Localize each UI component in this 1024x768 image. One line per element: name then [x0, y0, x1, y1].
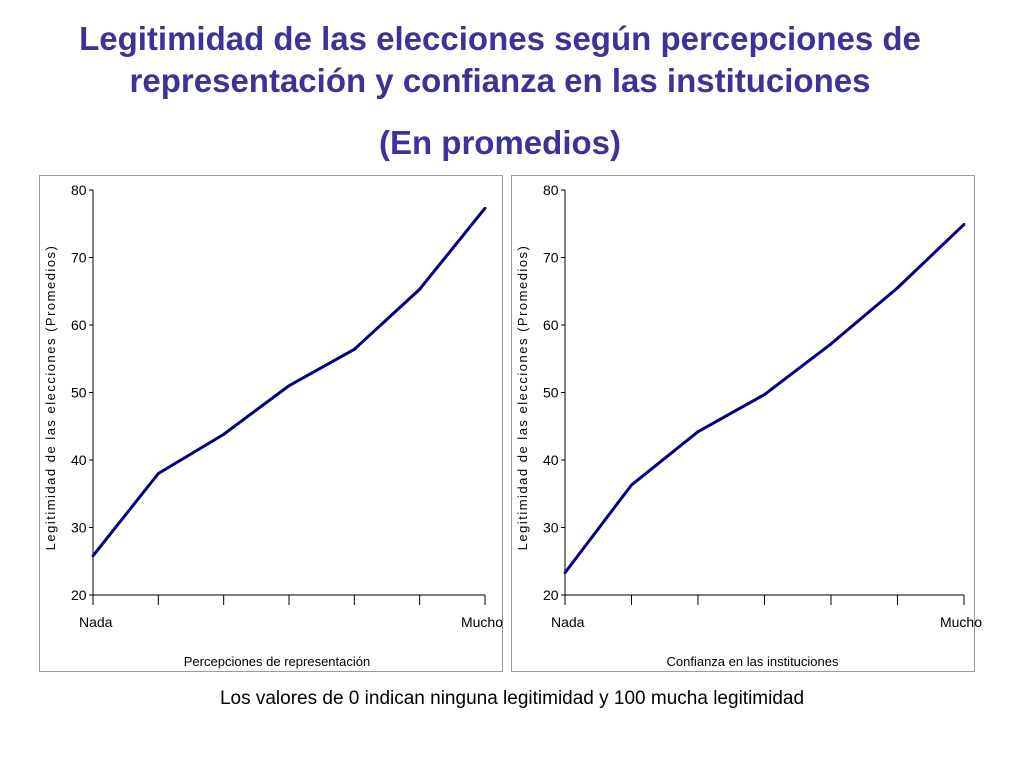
data-point — [91, 554, 95, 558]
data-point — [829, 342, 833, 346]
data-point — [962, 223, 966, 226]
x-tick-label: Mucho — [940, 614, 982, 630]
y-tick-label: 20 — [71, 587, 87, 603]
x-tick-label: Mucho — [461, 614, 503, 630]
x-axis-title: Percepciones de representación — [184, 654, 370, 669]
series-line-0 — [91, 207, 487, 557]
chart-panel-representacion: 20 30 40 50 60 70 80 Nada Mucho Percepciones de r… — [39, 175, 503, 672]
series-line-0 — [563, 223, 966, 574]
footnote: Los valores de 0 indican ninguna legitim… — [219, 688, 805, 709]
data-point — [287, 384, 291, 388]
y-tick-label: 60 — [543, 317, 559, 333]
y-tick-label: 30 — [71, 520, 87, 536]
chart-panel-confianza: 20 30 40 50 60 70 80 Nada Mucho Confianza en las … — [511, 175, 982, 672]
title-line-3: (En promedios) — [378, 124, 621, 161]
x-axis-title: Confianza en las instituciones — [667, 654, 839, 669]
data-point — [483, 206, 487, 210]
y-axis-title: Legitimidad de las elecciones (Promedios… — [515, 245, 530, 551]
y-tick-label: 60 — [71, 317, 87, 333]
y-tick-label: 30 — [543, 520, 559, 536]
chart-confianza: 20 30 40 50 60 70 80 Nada Mucho Confianza en las … — [515, 182, 982, 669]
y-tick-label: 40 — [71, 452, 87, 468]
x-tick-label: Nada — [551, 614, 585, 630]
title-line-2: representación y confianza en las instit… — [129, 62, 871, 99]
y-tick-label: 20 — [543, 587, 559, 603]
data-point — [352, 347, 356, 351]
y-tick-label: 80 — [71, 182, 87, 198]
data-point — [696, 430, 700, 434]
y-tick-label: 50 — [543, 385, 559, 401]
data-point — [156, 472, 160, 475]
y-axis-title: Legitimidad de las elecciones (Promedios… — [43, 245, 58, 551]
data-point — [418, 287, 422, 291]
y-tick-label: 40 — [543, 452, 559, 468]
data-point — [763, 393, 766, 396]
y-tick-label: 70 — [71, 250, 87, 266]
slide-title: Legitimidad de las elecciones según perc… — [0, 18, 1000, 164]
data-point — [222, 432, 226, 436]
x-tick-label: Nada — [79, 614, 113, 630]
chart-representacion: 20 30 40 50 60 70 80 Nada Mucho Percepciones de r… — [43, 182, 503, 669]
data-point — [630, 483, 633, 487]
y-tick-label: 80 — [543, 182, 559, 198]
y-tick-label: 50 — [71, 385, 87, 401]
title-line-1: Legitimidad de las elecciones según perc… — [79, 20, 921, 57]
data-point — [563, 571, 567, 575]
data-point — [896, 286, 899, 290]
y-tick-label: 70 — [543, 250, 559, 266]
